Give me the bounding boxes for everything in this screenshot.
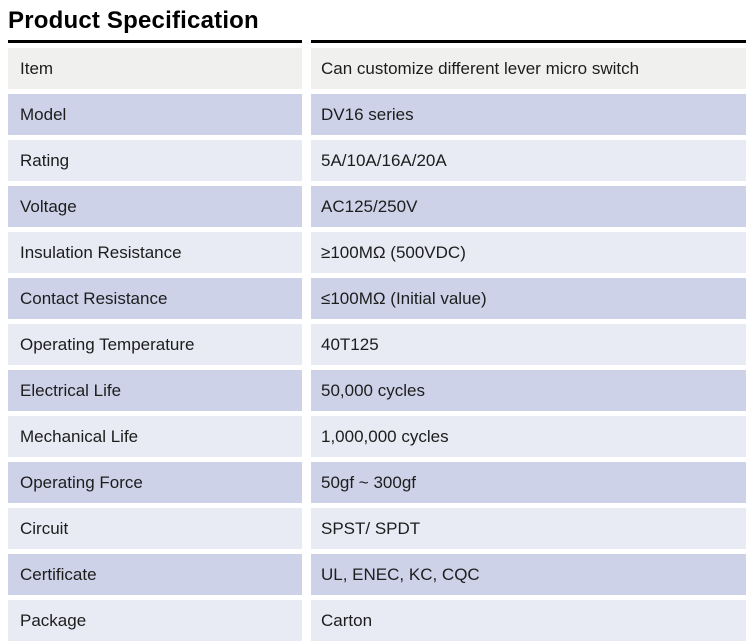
- spec-row-label: Electrical Life: [8, 370, 302, 411]
- spec-row-label: Certificate: [8, 554, 302, 595]
- spec-row-value: 50gf ~ 300gf: [311, 462, 746, 503]
- spec-row-value: 50,000 cycles: [311, 370, 746, 411]
- spec-row-label: Contact Resistance: [8, 278, 302, 319]
- spec-row-label: Package: [8, 600, 302, 641]
- page-title: Product Specification: [8, 7, 259, 34]
- spec-row-label: Voltage: [8, 186, 302, 227]
- spec-row-label: Model: [8, 94, 302, 135]
- spec-row-label: Insulation Resistance: [8, 232, 302, 273]
- spec-row-value: 40T125: [311, 324, 746, 365]
- spec-row-value: 1,000,000 cycles: [311, 416, 746, 457]
- spec-row-value: Can customize different lever micro swit…: [311, 48, 746, 89]
- spec-row-value: DV16 series: [311, 94, 746, 135]
- spec-row-value: AC125/250V: [311, 186, 746, 227]
- spec-row-label: Operating Force: [8, 462, 302, 503]
- spec-row-value: UL, ENEC, KC, CQC: [311, 554, 746, 595]
- spec-row-value: Carton: [311, 600, 746, 641]
- spec-row-label: Circuit: [8, 508, 302, 549]
- spec-row-label: Mechanical Life: [8, 416, 302, 457]
- spec-row-value: 5A/10A/16A/20A: [311, 140, 746, 181]
- spec-row-label: Item: [8, 48, 302, 89]
- spec-table: Item Can customize different lever micro…: [8, 40, 746, 641]
- spec-row-value: ≥100MΩ (500VDC): [311, 232, 746, 273]
- spec-row-label: Operating Temperature: [8, 324, 302, 365]
- spec-row-value: SPST/ SPDT: [311, 508, 746, 549]
- spec-row-value: ≤100MΩ (Initial value): [311, 278, 746, 319]
- table-top-border-left: [8, 40, 302, 43]
- spec-row-label: Rating: [8, 140, 302, 181]
- table-top-border-right: [311, 40, 746, 43]
